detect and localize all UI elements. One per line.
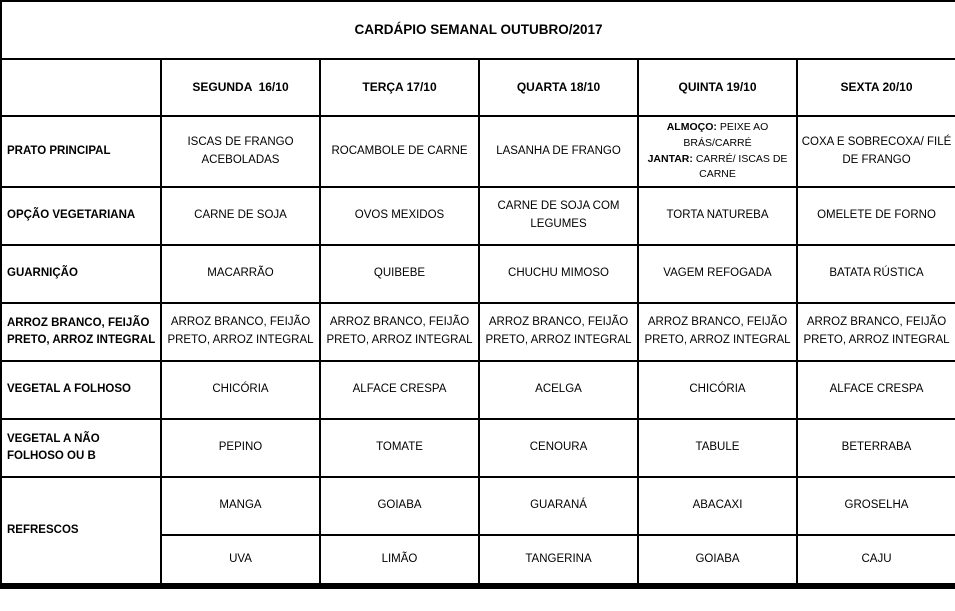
menu-cell: ABACAXI xyxy=(637,476,798,536)
menu-cell: OVOS MEXIDOS xyxy=(319,186,480,246)
menu-cell: ISCAS DE FRANGO ACEBOLADAS xyxy=(160,115,321,188)
menu-cell: ALFACE CRESPA xyxy=(319,360,480,420)
menu-cell: QUIBEBE xyxy=(319,244,480,304)
menu-cell: ROCAMBOLE DE CARNE xyxy=(319,115,480,188)
row-vegetal-nao-folhoso: VEGETAL A NÃO FOLHOSO OU B PEPINO TOMATE… xyxy=(0,418,955,478)
row-guarnicao: GUARNIÇÃO MACARRÃO QUIBEBE CHUCHU MIMOSO… xyxy=(0,244,955,304)
menu-cell: ARROZ BRANCO, FEIJÃO PRETO, ARROZ INTEGR… xyxy=(160,302,321,362)
menu-cell: GOIABA xyxy=(319,476,480,536)
menu-cell: VAGEM REFOGADA xyxy=(637,244,798,304)
menu-cell: ACELGA xyxy=(478,360,639,420)
menu-cell: GOIABA xyxy=(637,534,798,587)
menu-cell: CHUCHU MIMOSO xyxy=(478,244,639,304)
day-header-quinta: QUINTA 19/10 xyxy=(637,58,798,117)
menu-cell: GUARANÁ xyxy=(478,476,639,536)
day-header-segunda: SEGUNDA 16/10 xyxy=(160,58,321,117)
menu-cell: ALFACE CRESPA xyxy=(795,360,955,420)
menu-cell-lunch-dinner: ALMOÇO: PEIXE AO BRÁS/CARRÉ JANTAR: CARR… xyxy=(637,115,798,188)
menu-cell: CAJU xyxy=(795,534,955,587)
row-label-refrescos: REFRESCOS xyxy=(0,476,162,587)
row-arroz-feijao: ARROZ BRANCO, FEIJÃO PRETO, ARROZ INTEGR… xyxy=(0,302,955,362)
menu-cell: UVA xyxy=(160,534,321,587)
menu-cell: GROSELHA xyxy=(795,476,955,536)
day-header-quarta: QUARTA 18/10 xyxy=(478,58,639,117)
menu-cell: OMELETE DE FORNO xyxy=(795,186,955,246)
title-row: CARDÁPIO SEMANAL OUTUBRO/2017 xyxy=(0,0,955,60)
menu-cell: ARROZ BRANCO, FEIJÃO PRETO, ARROZ INTEGR… xyxy=(637,302,798,362)
row-label-vegetal-nao-folhoso: VEGETAL A NÃO FOLHOSO OU B xyxy=(0,418,162,478)
menu-cell: MANGA xyxy=(160,476,321,536)
row-label-vegetal-folhoso: VEGETAL A FOLHOSO xyxy=(0,360,162,420)
lunch-label: ALMOÇO: xyxy=(666,121,717,133)
lunch-value: PEIXE AO BRÁS/CARRÉ xyxy=(683,121,769,149)
menu-cell: TOMATE xyxy=(319,418,480,478)
day-header-terca: TERÇA 17/10 xyxy=(319,58,480,117)
dinner-value: CARRÉ/ ISCAS DE CARNE xyxy=(695,152,788,181)
menu-cell: ARROZ BRANCO, FEIJÃO PRETO, ARROZ INTEGR… xyxy=(319,302,480,362)
menu-cell: LIMÃO xyxy=(319,534,480,587)
row-label-prato-principal: PRATO PRINCIPAL xyxy=(0,115,162,188)
menu-cell: TORTA NATUREBA xyxy=(637,186,798,246)
menu-cell: CARNE DE SOJA COM LEGUMES xyxy=(478,186,639,246)
header-row: SEGUNDA 16/10 TERÇA 17/10 QUARTA 18/10 Q… xyxy=(0,58,955,117)
day-header-sexta: SEXTA 20/10 xyxy=(795,58,955,117)
corner-cell xyxy=(0,58,162,117)
menu-cell: TANGERINA xyxy=(478,534,639,587)
row-refrescos-1: REFRESCOS MANGA GOIABA GUARANÁ ABACAXI G… xyxy=(0,476,955,587)
row-label-guarnicao: GUARNIÇÃO xyxy=(0,244,162,304)
page-title: CARDÁPIO SEMANAL OUTUBRO/2017 xyxy=(0,0,955,60)
menu-cell: BATATA RÚSTICA xyxy=(795,244,955,304)
dinner-line: JANTAR: CARRÉ/ ISCAS DE CARNE xyxy=(642,152,793,184)
menu-cell: PEPINO xyxy=(160,418,321,478)
menu-cell: CARNE DE SOJA xyxy=(160,186,321,246)
row-label-opcao-vegetariana: OPÇÃO VEGETARIANA xyxy=(0,186,162,246)
row-vegetal-folhoso: VEGETAL A FOLHOSO CHICÓRIA ALFACE CRESPA… xyxy=(0,360,955,420)
menu-cell: COXA E SOBRECOXA/ FILÉ DE FRANGO xyxy=(795,115,955,188)
lunch-line: ALMOÇO: PEIXE AO BRÁS/CARRÉ xyxy=(642,120,793,152)
dinner-label: JANTAR: xyxy=(647,152,693,165)
menu-cell: CENOURA xyxy=(478,418,639,478)
row-prato-principal: PRATO PRINCIPAL ISCAS DE FRANGO ACEBOLAD… xyxy=(0,115,955,188)
menu-cell: CHICÓRIA xyxy=(160,360,321,420)
menu-cell: CHICÓRIA xyxy=(637,360,798,420)
weekly-menu-table: CARDÁPIO SEMANAL OUTUBRO/2017 SEGUNDA 16… xyxy=(0,0,955,589)
menu-cell: LASANHA DE FRANGO xyxy=(478,115,639,188)
menu-cell: TABULE xyxy=(637,418,798,478)
menu-cell: ARROZ BRANCO, FEIJÃO PRETO, ARROZ INTEGR… xyxy=(795,302,955,362)
menu-cell: BETERRABA xyxy=(795,418,955,478)
row-label-arroz-feijao: ARROZ BRANCO, FEIJÃO PRETO, ARROZ INTEGR… xyxy=(0,302,162,362)
menu-cell: MACARRÃO xyxy=(160,244,321,304)
menu-cell: ARROZ BRANCO, FEIJÃO PRETO, ARROZ INTEGR… xyxy=(478,302,639,362)
row-refrescos-2: UVA LIMÃO TANGERINA GOIABA CAJU xyxy=(1,534,955,587)
row-opcao-vegetariana: OPÇÃO VEGETARIANA CARNE DE SOJA OVOS MEX… xyxy=(0,186,955,246)
